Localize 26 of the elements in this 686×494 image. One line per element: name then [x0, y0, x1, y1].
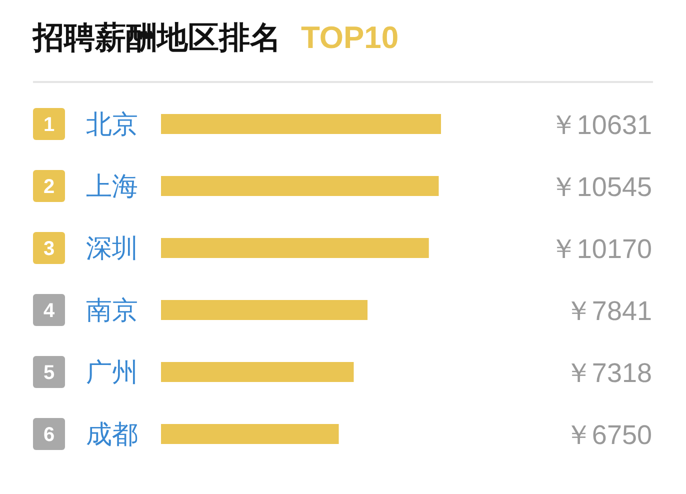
text: 6	[43, 424, 55, 446]
text: 1	[43, 114, 55, 136]
bar	[161, 238, 429, 258]
y-tick-label: 成都	[86, 419, 138, 449]
data-label: ￥6750	[564, 420, 652, 450]
bar	[161, 424, 339, 444]
bar	[161, 176, 439, 196]
bar	[161, 362, 354, 382]
text: 4	[43, 300, 56, 322]
data-label: ￥10631	[550, 110, 652, 140]
y-tick-label: 上海	[86, 171, 138, 201]
chart-subtitle: TOP10	[301, 20, 399, 55]
data-label: ￥7318	[564, 358, 652, 388]
text: 3	[43, 238, 55, 260]
text: 2	[43, 176, 55, 198]
text: 5	[43, 362, 55, 384]
data-label: ￥10170	[550, 234, 652, 264]
bar	[161, 300, 368, 320]
y-tick-label: 广州	[86, 357, 138, 387]
data-label: ￥7841	[564, 296, 652, 326]
y-tick-label: 南京	[86, 295, 138, 325]
bar	[161, 114, 441, 134]
chart-title: 招聘薪酬地区排名	[32, 20, 281, 55]
y-tick-label: 北京	[86, 109, 138, 139]
data-label: ￥10545	[550, 172, 652, 202]
y-tick-label: 深圳	[86, 233, 138, 263]
